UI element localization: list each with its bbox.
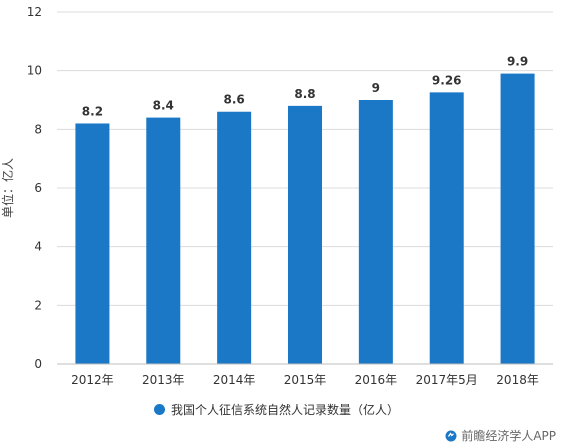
x-axis-ticks: 2012年 2013年 2014年 2015年 2016年 2017年5月 2018年 <box>71 373 539 387</box>
bar <box>358 100 393 364</box>
bar <box>75 123 110 364</box>
y-tick-label: 8 <box>34 122 42 136</box>
data-label: 9.9 <box>507 55 528 69</box>
x-tick-label: 2018年 <box>496 373 539 387</box>
watermark-text: 前瞻经济学人APP <box>461 429 556 443</box>
watermark: 前瞻经济学人APP <box>445 427 556 444</box>
bar <box>500 73 535 364</box>
bar <box>217 111 252 364</box>
x-tick-label: 2013年 <box>142 373 185 387</box>
data-label: 8.4 <box>153 99 174 113</box>
y-axis-ticks: 0 2 4 6 8 10 12 <box>27 5 42 371</box>
legend-marker <box>154 403 165 415</box>
bars <box>75 73 535 364</box>
data-label: 8.8 <box>294 87 315 101</box>
x-tick-label: 2017年5月 <box>416 373 478 387</box>
y-tick-label: 2 <box>34 298 42 312</box>
qianzhan-logo-icon <box>445 430 457 441</box>
y-tick-label: 12 <box>27 5 42 19</box>
legend: 我国个人征信系统自然人记录数量（亿人） <box>154 401 399 417</box>
data-label: 9 <box>372 81 380 95</box>
bar <box>429 92 464 364</box>
legend-label: 我国个人征信系统自然人记录数量（亿人） <box>171 402 400 417</box>
y-tick-label: 4 <box>34 240 42 254</box>
y-tick-label: 6 <box>34 181 42 195</box>
data-label: 8.2 <box>82 104 103 118</box>
data-label: 9.26 <box>432 73 462 87</box>
data-label: 8.6 <box>224 93 245 107</box>
y-tick-label: 10 <box>27 64 42 78</box>
x-tick-label: 2015年 <box>284 373 327 387</box>
bar <box>146 117 181 364</box>
data-labels: 8.2 8.4 8.6 8.8 9 9.26 9.9 <box>82 55 528 119</box>
bar <box>287 105 323 364</box>
y-axis-label: 单位：亿人 <box>0 158 15 218</box>
x-tick-label: 2012年 <box>71 373 114 387</box>
x-tick-label: 2014年 <box>213 373 256 387</box>
x-tick-label: 2016年 <box>355 373 398 387</box>
y-tick-label: 0 <box>34 357 42 371</box>
